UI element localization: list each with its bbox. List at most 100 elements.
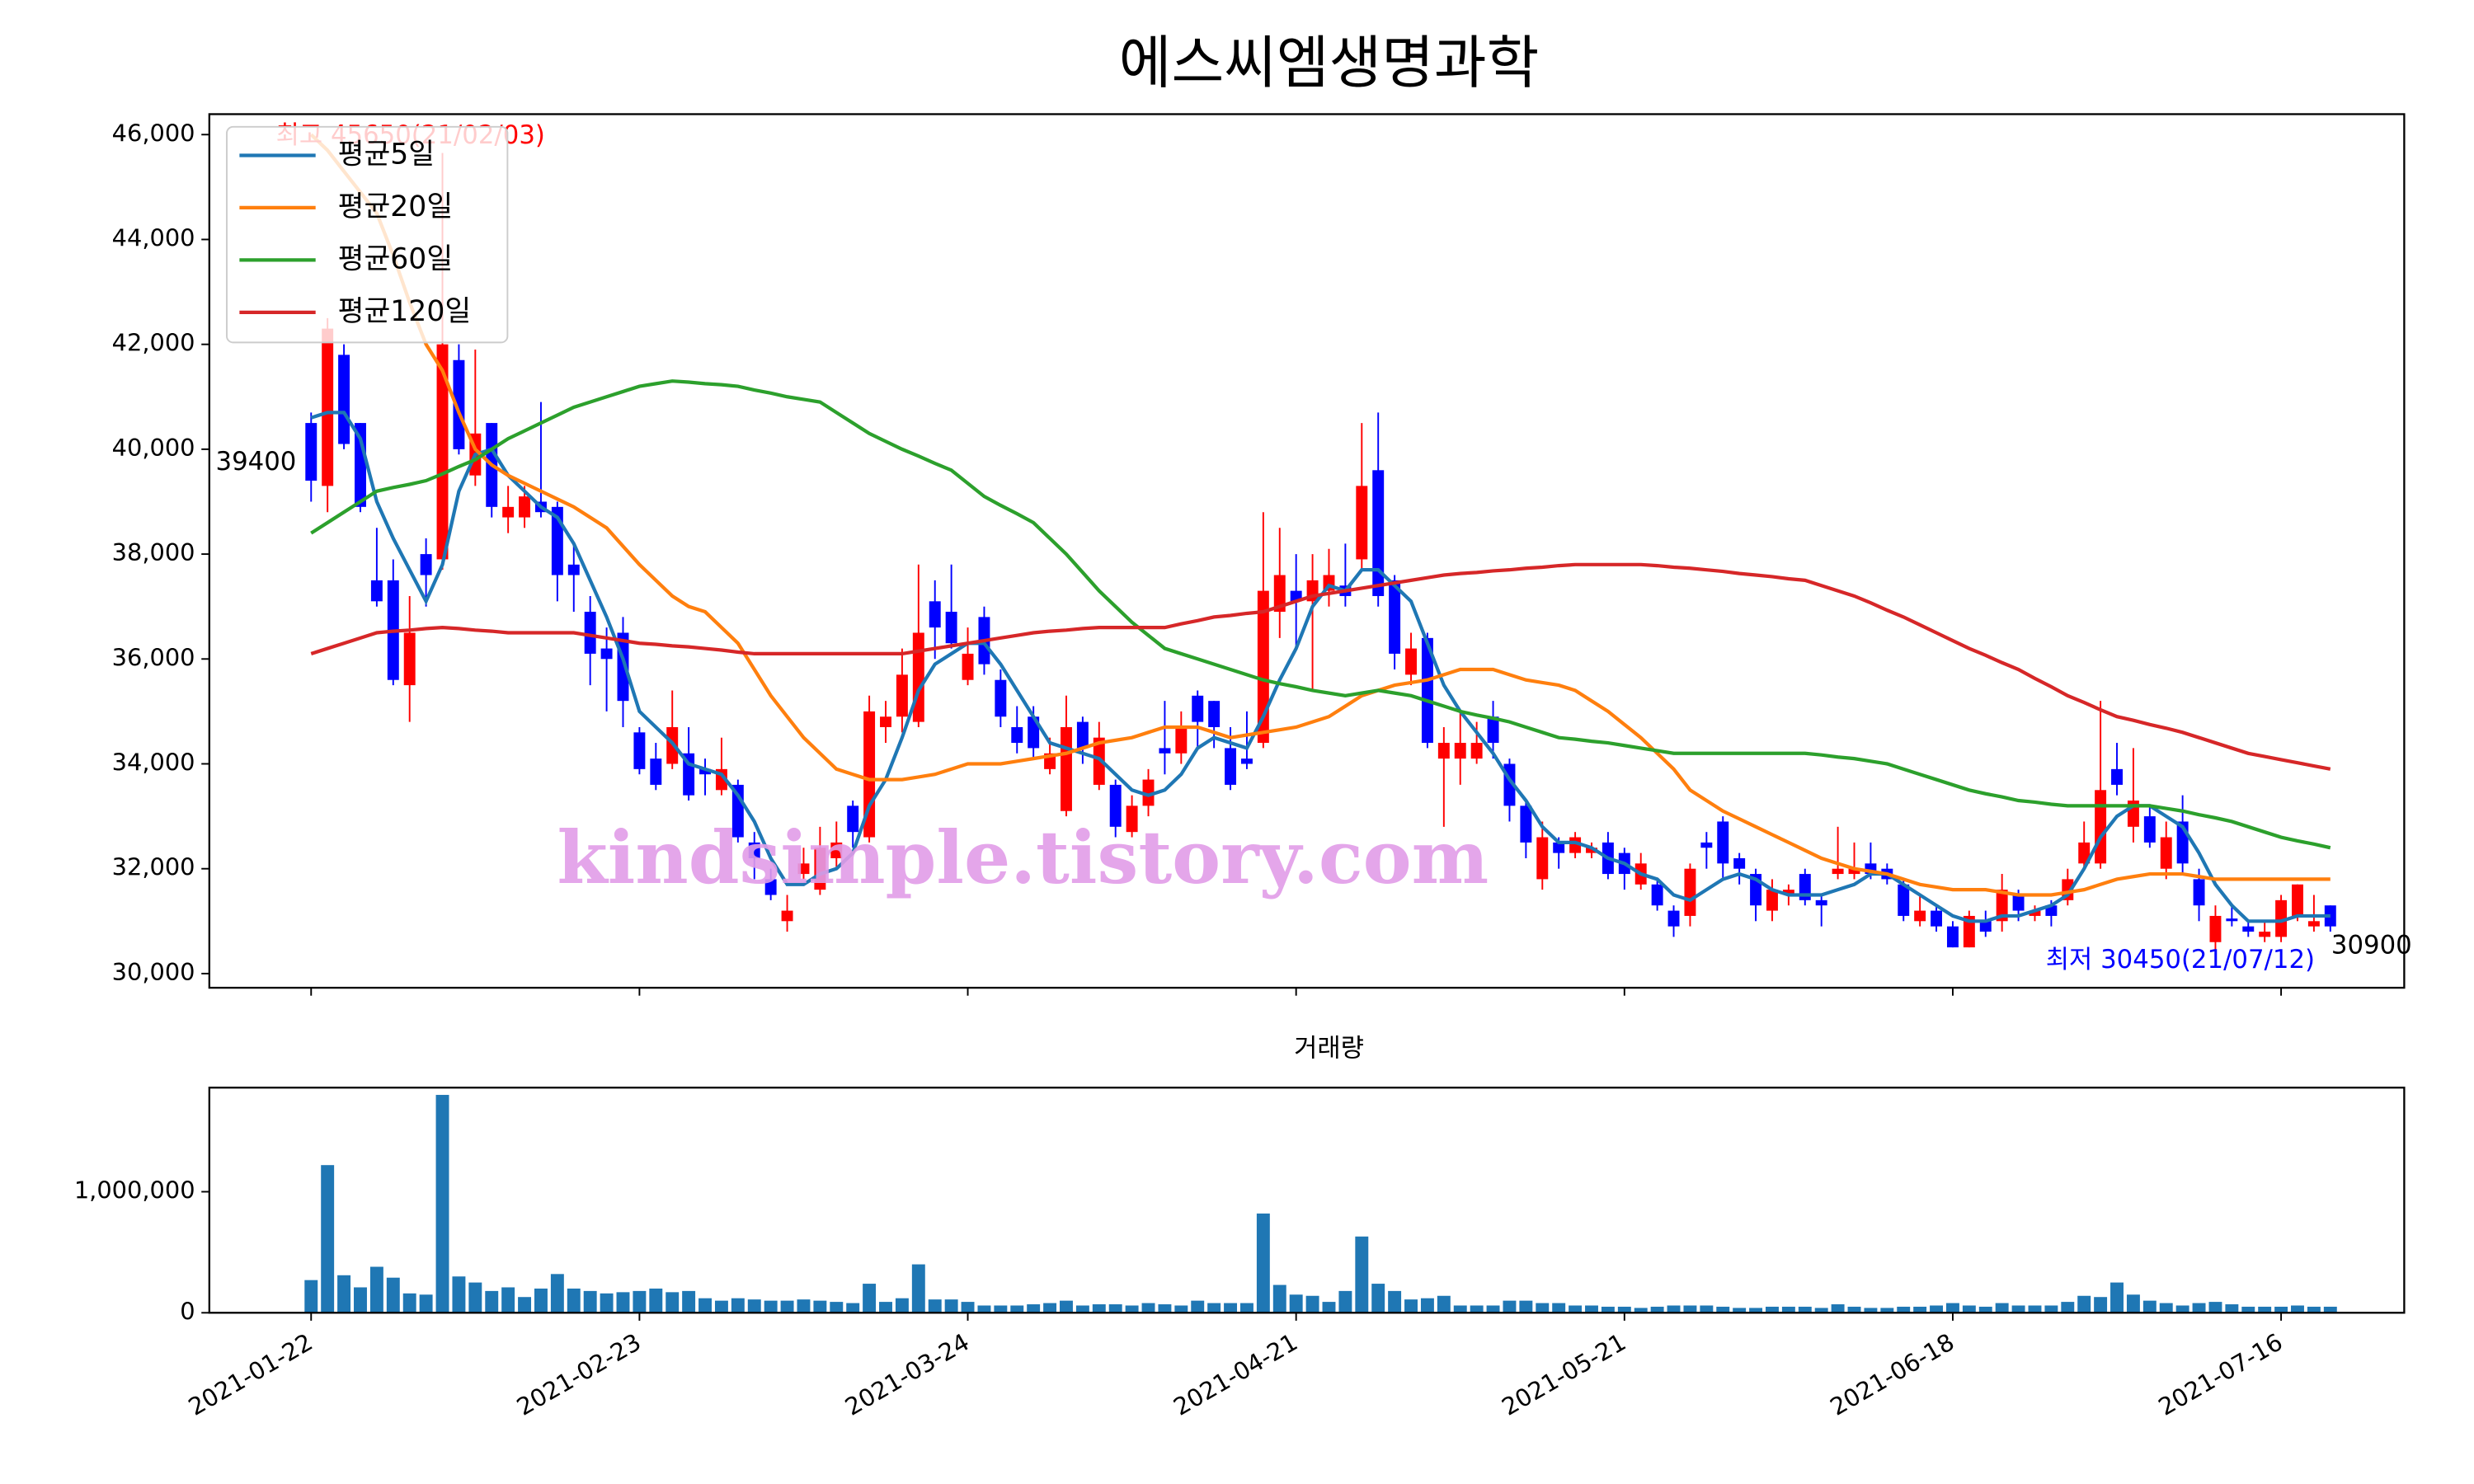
volume-bar: [977, 1305, 991, 1313]
volume-bar: [468, 1282, 482, 1313]
ma-line: [310, 379, 2331, 850]
candle-body: [567, 564, 580, 575]
candle-body: [370, 580, 383, 602]
candle-body: [519, 496, 531, 518]
legend-box: [226, 125, 509, 344]
price-frame: [208, 113, 2406, 989]
candle-body: [453, 359, 465, 449]
volume-bar: [1453, 1305, 1467, 1313]
candle-body: [633, 732, 646, 769]
y-tick-label: 0: [180, 1297, 195, 1325]
volume-bar: [1404, 1299, 1418, 1313]
candle-body: [1586, 848, 1597, 853]
volume-bar: [2274, 1306, 2288, 1313]
x-tick-label: 2021-06-18: [1825, 1327, 1959, 1421]
volume-bar: [1683, 1305, 1697, 1313]
candle-body: [2143, 816, 2156, 843]
candle-body: [1273, 575, 1286, 613]
volume-bar: [1864, 1308, 1878, 1313]
candle-body: [912, 632, 924, 722]
volume-bar: [1437, 1295, 1451, 1313]
x-tick-label: 2021-01-22: [184, 1327, 317, 1421]
volume-bar: [2175, 1305, 2189, 1313]
volume-bar: [1371, 1284, 1385, 1313]
volume-bar: [2208, 1302, 2222, 1313]
x-tick-label: 2021-05-21: [1497, 1327, 1630, 1421]
volume-bar: [731, 1298, 745, 1313]
candle-body: [584, 612, 596, 654]
ma-line: [310, 562, 2331, 771]
volume-bar: [1733, 1308, 1747, 1313]
legend-label: 평균120일: [338, 295, 472, 328]
volume-bar: [1125, 1305, 1139, 1313]
candle-body: [2209, 915, 2222, 942]
candle-body: [1240, 758, 1253, 764]
candle-body: [1159, 748, 1171, 754]
candle-body: [1684, 868, 1696, 916]
volume-bar: [1108, 1304, 1122, 1313]
watermark: kindsimple.tistory.com: [557, 815, 1489, 900]
volume-bar: [682, 1290, 696, 1313]
first-close-annotation: 39400: [216, 447, 297, 477]
volume-bar: [1552, 1303, 1566, 1313]
volume-bar: [2323, 1306, 2337, 1313]
candle-body: [1076, 721, 1089, 749]
volume-bar: [1913, 1306, 1927, 1313]
candle-body: [1487, 716, 1499, 744]
legend-label: 평균20일: [338, 190, 454, 223]
volume-bar: [2044, 1305, 2058, 1313]
candle-body: [1208, 701, 1221, 727]
volume-bar: [1519, 1300, 1533, 1313]
candle-body: [1470, 743, 1483, 759]
volume-bar: [747, 1299, 761, 1313]
x-tick-label: 2021-02-23: [512, 1327, 646, 1421]
volume-bar: [2011, 1305, 2025, 1313]
candle-body: [764, 879, 777, 895]
candle-body: [2029, 910, 2041, 916]
candle-body: [1553, 842, 1565, 853]
candle-body: [2111, 768, 2123, 785]
candle-body: [748, 842, 760, 858]
volume-bar: [1141, 1303, 1155, 1313]
candle-body: [502, 506, 515, 518]
candle-body: [1389, 580, 1401, 654]
volume-bar: [1995, 1303, 2009, 1313]
y-tick-label: 44,000: [112, 223, 195, 251]
volume-bar: [1930, 1305, 1944, 1313]
candle-body: [1437, 743, 1450, 759]
y-tick-label: 36,000: [112, 643, 195, 671]
volume-bar: [1207, 1303, 1221, 1313]
volume-bar: [2307, 1306, 2321, 1313]
volume-bar: [354, 1287, 367, 1313]
volume-bar: [321, 1165, 335, 1313]
candle-body: [2292, 884, 2303, 916]
volume-bar: [2159, 1303, 2173, 1313]
volume-bar: [518, 1297, 532, 1313]
candle-body: [1257, 590, 1269, 744]
candle-body: [699, 768, 711, 775]
volume-bar: [2192, 1303, 2206, 1313]
volume-bar: [911, 1264, 925, 1313]
candle-body: [1093, 737, 1105, 785]
candle-body: [1454, 743, 1466, 759]
volume-bar: [2094, 1297, 2108, 1313]
ma-line: [309, 133, 2331, 897]
volume-bar: [1224, 1303, 1238, 1313]
y-tick-label: 32,000: [112, 853, 195, 881]
volume-bar: [1536, 1303, 1550, 1313]
volume-bar: [780, 1300, 794, 1313]
volume-bar: [1650, 1306, 1664, 1313]
volume-bar: [402, 1293, 416, 1313]
candle-body: [995, 679, 1007, 717]
candle-body: [2095, 790, 2107, 864]
volume-bar: [550, 1274, 564, 1313]
legend-label: 평균60일: [338, 242, 454, 275]
volume-bar: [1355, 1236, 1369, 1313]
candle-body: [1782, 890, 1794, 895]
candle-body: [863, 711, 876, 838]
candle-body: [2160, 837, 2172, 869]
candle-body: [1405, 648, 1417, 675]
x-tick-label: 2021-03-24: [840, 1327, 974, 1421]
volume-bar: [928, 1299, 942, 1313]
